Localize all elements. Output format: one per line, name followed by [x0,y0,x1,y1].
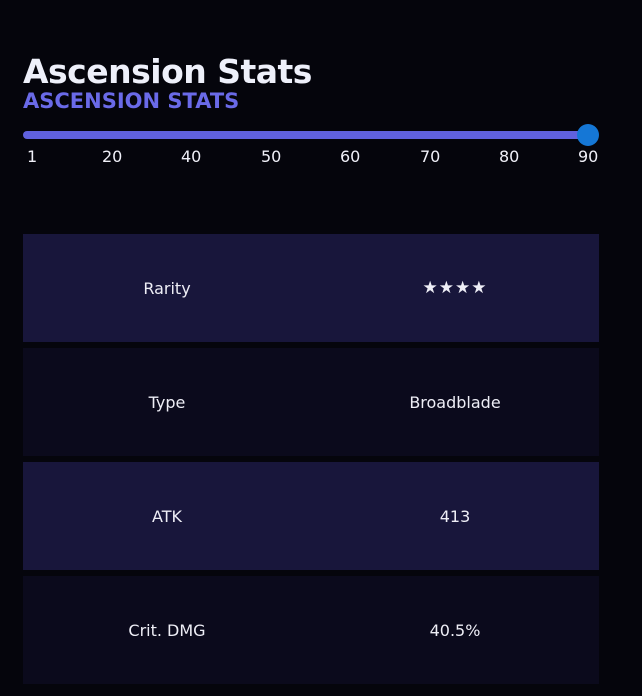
stat-row-atk: ATK 413 [23,462,599,570]
page-title: Ascension Stats [23,52,312,91]
section-heading: ASCENSION STATS [23,89,240,113]
stat-value: 413 [439,506,471,526]
rarity-stars: ★★★★ [422,278,488,298]
stat-row-rarity: Rarity ★★★★ [23,234,599,342]
stat-label: Crit. DMG [128,620,206,640]
stat-value: 40.5% [429,620,481,640]
tick-label[interactable]: 80 [499,147,520,166]
slider-track-fill[interactable] [23,131,588,139]
tick-label[interactable]: 90 [578,147,599,166]
level-slider[interactable] [23,124,599,146]
stat-label: Type [148,392,186,412]
tick-label[interactable]: 50 [261,147,282,166]
tick-label[interactable]: 70 [420,147,441,166]
stat-label: ATK [152,506,182,526]
stat-row-type: Type Broadblade [23,348,599,456]
tick-label[interactable]: 40 [181,147,202,166]
tick-label[interactable]: 60 [340,147,361,166]
stat-value: Broadblade [409,392,501,412]
tick-label[interactable]: 1 [27,147,38,166]
slider-tick-labels: 1 20 40 50 60 70 80 90 [0,147,642,167]
stat-label: Rarity [143,278,191,298]
stat-row-crit-dmg: Crit. DMG 40.5% [23,576,599,684]
stats-table: Rarity ★★★★ Type Broadblade ATK 413 Crit… [23,234,599,690]
slider-thumb[interactable] [577,124,599,146]
tick-label[interactable]: 20 [102,147,123,166]
